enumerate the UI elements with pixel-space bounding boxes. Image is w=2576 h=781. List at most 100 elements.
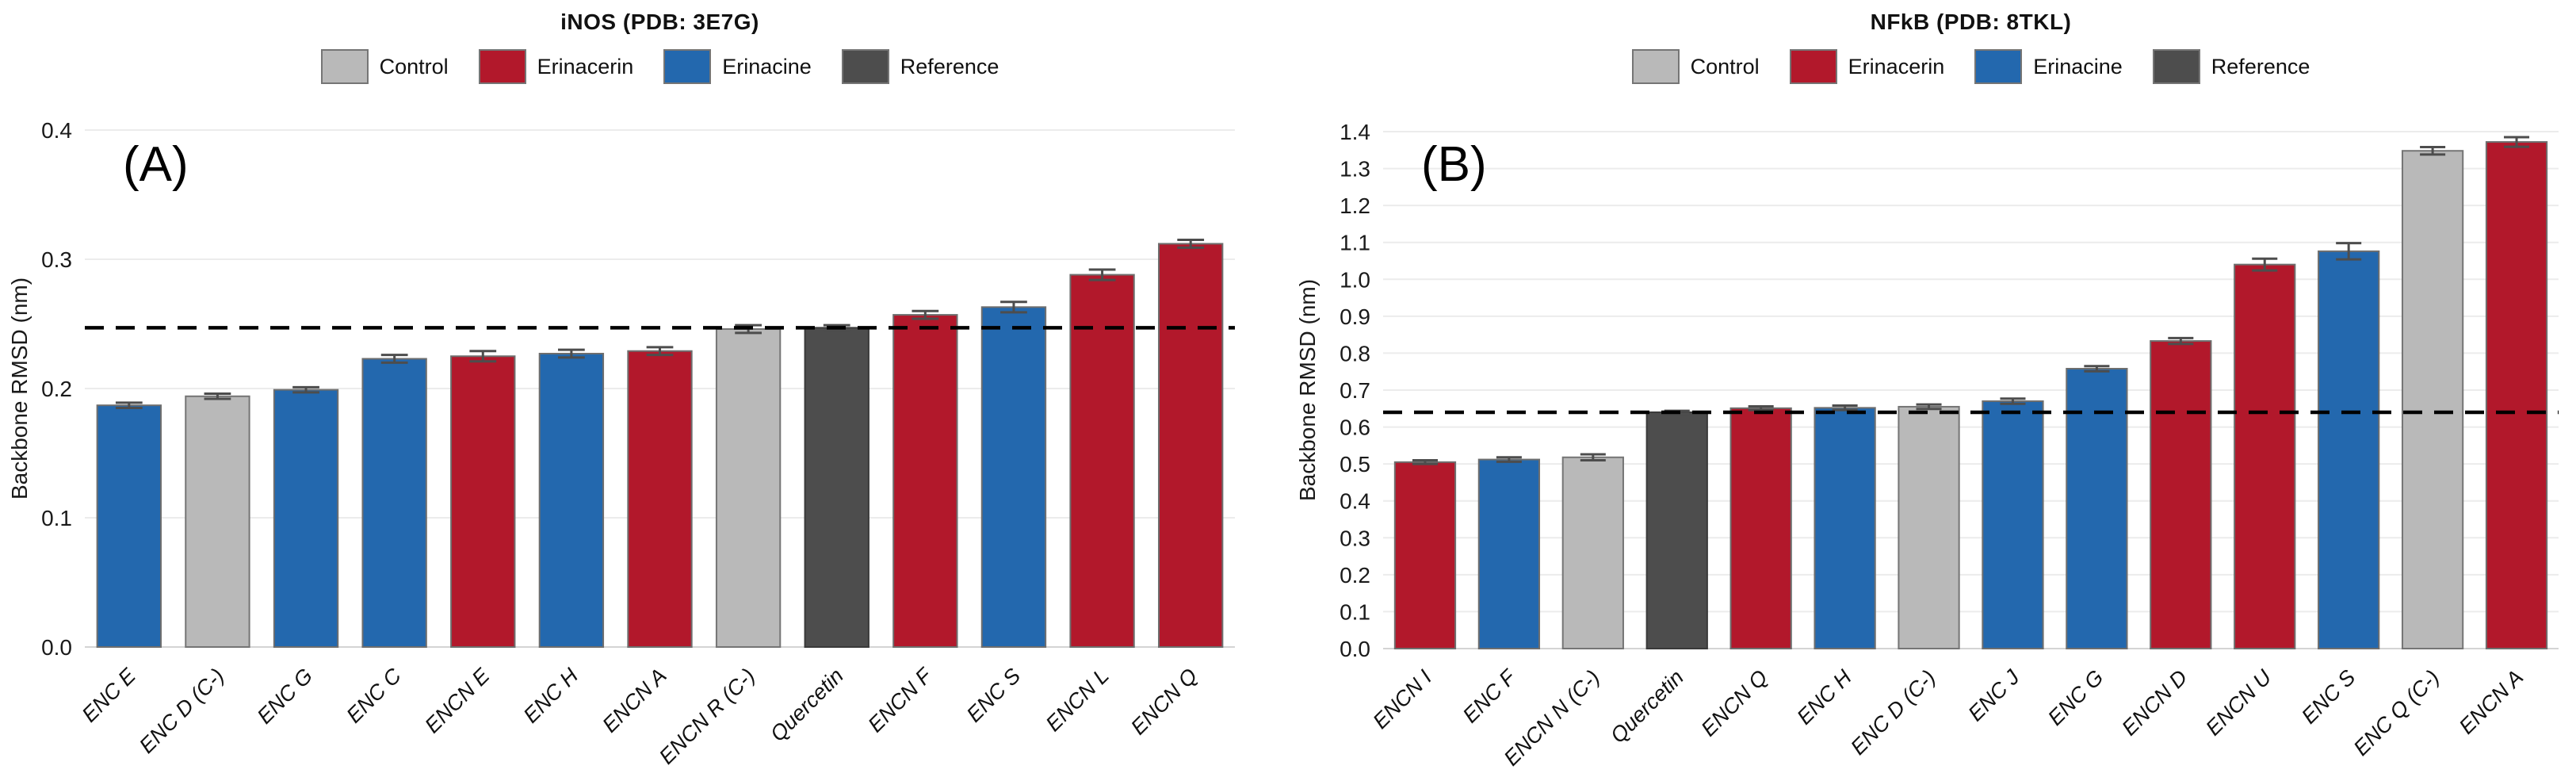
bar-ENCN L bbox=[1069, 274, 1135, 648]
bar-ENCN A bbox=[627, 350, 693, 648]
x-tick-label: ENCN Q bbox=[1696, 665, 1771, 741]
bar-ENC D (C-) bbox=[185, 395, 250, 648]
x-tick-label: ENCN L bbox=[1041, 664, 1114, 736]
x-tick-label: ENCN A bbox=[598, 664, 671, 737]
legend-label: Control bbox=[1690, 54, 1760, 78]
legend-label: Erinacerin bbox=[537, 54, 634, 78]
bar-ENCN R (C-) bbox=[715, 328, 782, 648]
y-tick-label: 0.0 bbox=[41, 635, 72, 660]
bar-ENC E bbox=[96, 404, 162, 648]
chart-b-svg: 0.0 0.1 0.2 0.3 0.4 0.5 0.6 0.7 0.8 0.9 1.0 1.1 1.2 1… bbox=[1295, 120, 2559, 771]
bar-ENCN D bbox=[2150, 340, 2212, 649]
x-tick-label: ENCN U bbox=[2201, 665, 2276, 741]
x-tick-label: ENC Q (C-) bbox=[2349, 665, 2444, 760]
legend-label: Erinacine bbox=[2033, 54, 2123, 78]
y-tick-label: 0.1 bbox=[1340, 599, 1370, 624]
y-tick-label: 1.3 bbox=[1340, 157, 1370, 182]
bar-ENCN N (C-) bbox=[1561, 456, 1624, 650]
legend-b: Control Erinacerin Erinacine Reference bbox=[1383, 49, 2559, 84]
x-tick-label: ENC J bbox=[1963, 665, 2024, 726]
x-tick-label: ENCN D bbox=[2117, 665, 2192, 740]
x-tick-label: ENC H bbox=[519, 664, 583, 728]
bar-ENCN U bbox=[2234, 263, 2296, 649]
x-tick-label: ENC G bbox=[253, 664, 318, 729]
x-tick-label: Quercetin bbox=[1606, 665, 1688, 748]
x-tick-label: Quercetin bbox=[766, 664, 848, 746]
y-tick-label: 0.0 bbox=[1340, 637, 1370, 661]
legend-swatch-erinacine bbox=[663, 49, 712, 84]
legend-item-control: Control bbox=[320, 49, 449, 84]
chart-title-a: iNOS (PDB: 3E7G) bbox=[560, 10, 759, 34]
y-tick-label: 0.1 bbox=[41, 506, 72, 530]
legend-label: Erinacine bbox=[722, 54, 812, 78]
legend-swatch-control bbox=[1631, 49, 1680, 84]
x-tick-label: ENC D (C-) bbox=[1846, 665, 1940, 760]
bar-ENC G bbox=[2066, 367, 2128, 649]
legend-label: Control bbox=[379, 54, 449, 78]
y-tick-label: 0.2 bbox=[1340, 563, 1370, 588]
legend-swatch-control bbox=[320, 49, 369, 84]
x-tick-label: ENCN Q bbox=[1126, 664, 1202, 739]
bar-ENC D (C-) bbox=[1898, 405, 1960, 649]
y-tick-label: 0.6 bbox=[1340, 415, 1370, 440]
y-tick-label: 0.3 bbox=[41, 247, 72, 272]
y-tick-label: 1.1 bbox=[1340, 231, 1370, 255]
bar-ENCN I bbox=[1393, 461, 1457, 649]
bar-ENCN Q bbox=[1158, 243, 1224, 648]
x-tick-label: ENCN E bbox=[420, 663, 495, 737]
x-tick-label: ENC E bbox=[77, 663, 140, 726]
x-tick-label: ENCN F bbox=[863, 663, 937, 737]
y-tick-label: 0.4 bbox=[41, 118, 72, 143]
y-tick-label: 0.8 bbox=[1340, 341, 1370, 366]
x-tick-label: ENC H bbox=[1792, 665, 1856, 729]
y-tick-label: 1.4 bbox=[1340, 120, 1370, 144]
legend-label: Reference bbox=[900, 54, 999, 78]
y-tick-label: 0.4 bbox=[1340, 489, 1370, 514]
legend-item-reference: Reference bbox=[841, 49, 999, 84]
legend-item-erinacerin: Erinacerin bbox=[1789, 49, 1945, 84]
x-tick-label: ENC G bbox=[2043, 665, 2108, 730]
panel-letter: (A) bbox=[123, 137, 189, 192]
legend-item-control: Control bbox=[1631, 49, 1760, 84]
legend-swatch-reference bbox=[2152, 49, 2200, 84]
bar-ENCN A bbox=[2485, 141, 2548, 650]
x-tick-label: ENC F bbox=[1458, 664, 1522, 728]
x-tick-label: ENCN R (C-) bbox=[655, 664, 760, 769]
legend-swatch-reference bbox=[841, 49, 889, 84]
legend-swatch-erinacerin bbox=[1789, 49, 1837, 84]
legend-item-erinacine: Erinacine bbox=[663, 49, 812, 84]
bar-Quercetin bbox=[804, 327, 869, 648]
legend-item-reference: Reference bbox=[2152, 49, 2310, 84]
x-tick-label: ENCN A bbox=[2455, 665, 2528, 739]
bar-ENC S bbox=[980, 306, 1047, 648]
bar-ENCN Q bbox=[1729, 407, 1792, 649]
bar-ENC J bbox=[1982, 400, 2044, 649]
bar-ENC H bbox=[1814, 407, 1876, 650]
y-tick-label: 1.2 bbox=[1340, 193, 1370, 218]
x-tick-label: ENC S bbox=[962, 664, 1026, 727]
y-tick-label: 1.0 bbox=[1340, 267, 1370, 292]
x-tick-label: ENC D (C-) bbox=[135, 664, 229, 758]
x-tick-label: ENC S bbox=[2297, 665, 2360, 729]
legend-swatch-erinacine bbox=[1974, 49, 2023, 84]
x-tick-label: ENC C bbox=[342, 664, 406, 728]
chart-title-b: NFkB (PDB: 8TKL) bbox=[1870, 10, 2072, 34]
y-axis-title: Backbone RMSD (nm) bbox=[7, 278, 32, 500]
legend-label: Erinacerin bbox=[1848, 54, 1945, 78]
legend-item-erinacerin: Erinacerin bbox=[478, 49, 634, 84]
panel-b: NFkB (PDB: 8TKL) Control Erinacerin Erinac… bbox=[1288, 0, 2576, 781]
bar-ENC C bbox=[361, 358, 427, 648]
legend-a: Control Erinacerin Erinacine Reference bbox=[85, 49, 1235, 84]
y-tick-label: 0.9 bbox=[1340, 304, 1370, 329]
panel-a: iNOS (PDB: 3E7G) Control Erinacerin Erinac… bbox=[7, 10, 1235, 769]
bar-ENC G bbox=[273, 389, 339, 648]
bar-Quercetin bbox=[1645, 411, 1708, 649]
bar-ENC S bbox=[2318, 250, 2380, 649]
legend-label: Reference bbox=[2211, 54, 2310, 78]
bar-ENC F bbox=[1477, 458, 1541, 649]
y-tick-label: 0.5 bbox=[1340, 452, 1370, 477]
bar-ENCN E bbox=[450, 355, 516, 648]
y-tick-label: 0.2 bbox=[41, 377, 72, 401]
